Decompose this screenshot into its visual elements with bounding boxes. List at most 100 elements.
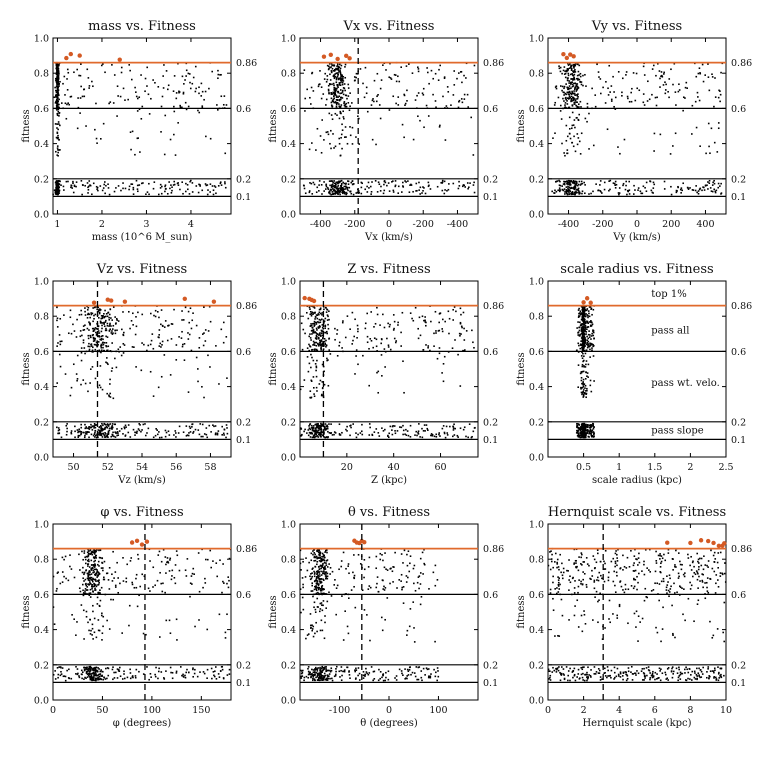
data-point <box>88 185 90 188</box>
data-point <box>122 311 124 313</box>
data-point <box>91 580 94 583</box>
data-point <box>160 192 163 195</box>
top-point <box>64 55 69 61</box>
data-point <box>165 431 168 434</box>
data-point <box>132 428 135 431</box>
data-point <box>91 553 94 556</box>
data-point <box>588 306 591 308</box>
data-point <box>201 106 204 109</box>
data-point <box>97 676 99 679</box>
data-point <box>57 180 59 183</box>
data-point <box>95 678 97 681</box>
data-point <box>452 427 455 429</box>
x-axis-label: mass (10^6 M_sun) <box>92 232 193 243</box>
data-point <box>92 604 94 607</box>
data-point <box>57 134 59 137</box>
data-point <box>205 433 208 436</box>
data-point <box>106 349 109 352</box>
data-point <box>333 180 336 182</box>
data-point <box>116 329 118 332</box>
data-point <box>163 678 166 680</box>
data-point <box>473 191 476 194</box>
data-point <box>60 666 62 669</box>
data-point <box>714 77 716 79</box>
data-point <box>388 432 391 435</box>
data-point <box>716 151 719 153</box>
data-point <box>100 321 102 324</box>
data-point <box>316 314 319 317</box>
data-point <box>659 133 662 136</box>
data-point <box>331 118 334 121</box>
data-point <box>372 670 375 673</box>
data-point <box>323 370 325 373</box>
data-point <box>97 325 100 328</box>
data-point <box>321 334 324 337</box>
data-point <box>340 79 342 82</box>
data-point <box>108 193 111 196</box>
data-point <box>102 567 104 569</box>
y-tick-label: 0.8 <box>34 69 49 80</box>
data-point <box>134 676 137 679</box>
data-point <box>339 154 342 157</box>
data-point <box>441 182 443 184</box>
threshold-label: 0.6 <box>483 104 498 115</box>
data-point <box>156 579 159 582</box>
data-point <box>555 190 558 193</box>
data-point <box>80 359 83 362</box>
data-point <box>75 373 78 375</box>
data-point <box>355 349 358 351</box>
data-point <box>412 190 414 193</box>
data-point <box>55 94 58 96</box>
data-point <box>591 431 593 434</box>
threshold-label: 0.86 <box>236 301 257 312</box>
data-point <box>301 348 304 351</box>
data-point <box>93 568 96 571</box>
data-point <box>320 427 322 430</box>
data-point <box>621 94 623 97</box>
data-point <box>107 431 110 434</box>
data-point <box>327 327 330 330</box>
data-point <box>599 78 602 80</box>
data-point <box>140 74 142 76</box>
data-point <box>355 136 357 138</box>
data-point <box>212 671 215 673</box>
data-point <box>101 189 104 192</box>
data-point <box>152 187 155 190</box>
data-point <box>171 189 173 192</box>
data-point <box>313 320 316 323</box>
threshold-label: 0.86 <box>731 301 752 312</box>
data-point <box>110 427 113 430</box>
data-point <box>222 432 225 435</box>
data-point <box>315 335 318 338</box>
data-point <box>100 317 103 320</box>
data-point <box>574 94 576 97</box>
data-point <box>57 186 60 188</box>
data-point <box>563 73 566 75</box>
data-point <box>567 77 569 79</box>
data-point <box>66 89 69 91</box>
data-point <box>56 426 58 429</box>
data-point <box>168 570 171 572</box>
data-point <box>181 319 183 321</box>
data-point <box>377 181 380 184</box>
data-point <box>369 185 372 188</box>
data-point <box>568 132 571 135</box>
data-point <box>79 330 82 332</box>
data-point <box>216 575 219 578</box>
data-point <box>334 185 337 187</box>
y-axis-label: fitness <box>516 109 527 142</box>
data-point <box>113 671 115 674</box>
data-point <box>57 571 59 574</box>
data-point <box>586 120 588 123</box>
data-point <box>167 84 170 87</box>
data-point <box>319 426 321 429</box>
data-point <box>154 315 157 318</box>
data-point <box>226 432 229 435</box>
data-point <box>592 424 594 427</box>
y-tick-label: 0.0 <box>281 210 296 221</box>
data-point <box>337 74 339 76</box>
data-point <box>414 306 417 309</box>
data-point <box>581 190 584 193</box>
data-point <box>455 310 457 313</box>
data-point <box>583 391 586 394</box>
